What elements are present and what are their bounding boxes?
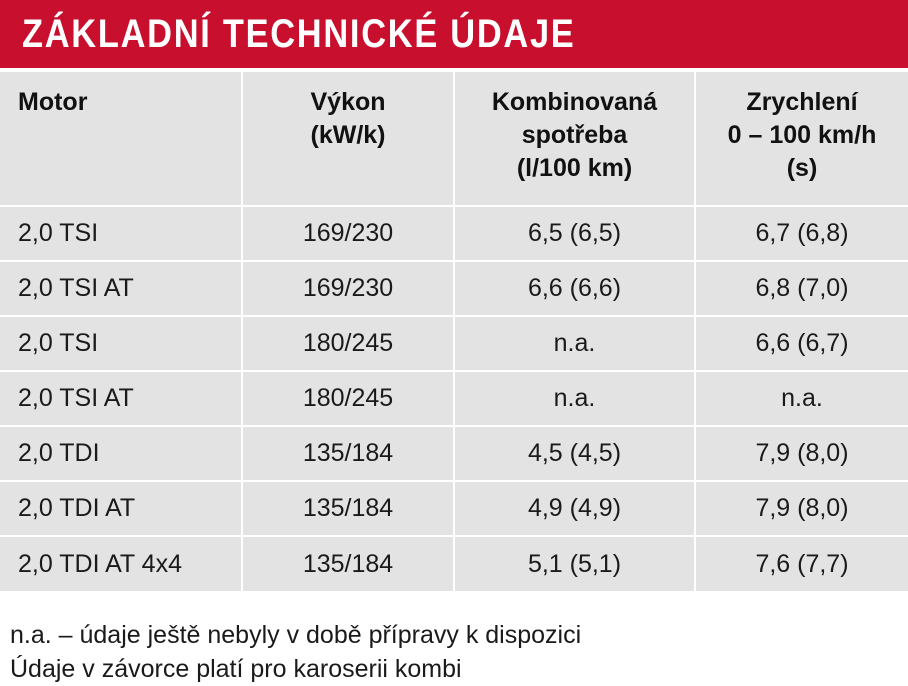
header-consumption: Kombinovaná spotřeba (l/100 km)	[454, 72, 696, 206]
title-bar: ZÁKLADNÍ TECHNICKÉ ÚDAJE	[0, 0, 908, 68]
cell-power: 135/184	[242, 425, 455, 481]
cell-consumption: 5,1 (5,1)	[454, 535, 696, 591]
cell-acceleration: 7,9 (8,0)	[695, 425, 908, 481]
cell-power: 169/230	[242, 205, 455, 261]
cell-power: 135/184	[242, 480, 455, 536]
cell-consumption: 6,6 (6,6)	[454, 260, 696, 316]
header-line: 0 – 100 km/h	[727, 121, 877, 149]
table-row: 2,0 TSI 180/245 n.a. 6,6 (6,7)	[0, 315, 908, 371]
cell-consumption: 4,5 (4,5)	[454, 425, 696, 481]
header-motor: Motor	[0, 72, 243, 206]
cell-acceleration: 7,9 (8,0)	[695, 480, 908, 536]
header-power: Výkon (kW/k)	[242, 72, 455, 206]
footnote-combi: Údaje v závorce platí pro karoserii komb…	[10, 655, 462, 683]
specs-table: Motor Výkon (kW/k) Kombinovaná spotřeba …	[0, 72, 908, 591]
cell-acceleration: 6,6 (6,7)	[695, 315, 908, 371]
cell-motor: 2,0 TDI AT	[0, 480, 243, 536]
table-row: 2,0 TDI AT 135/184 4,9 (4,9) 7,9 (8,0)	[0, 480, 908, 536]
table-row: 2,0 TDI 135/184 4,5 (4,5) 7,9 (8,0)	[0, 425, 908, 481]
cell-acceleration: 6,7 (6,8)	[695, 205, 908, 261]
header-acceleration: Zrychlení 0 – 100 km/h (s)	[695, 72, 908, 206]
table-header-row: Motor Výkon (kW/k) Kombinovaná spotřeba …	[0, 72, 908, 206]
footnotes: n.a. – údaje ještě nebyly v době příprav…	[10, 618, 900, 686]
cell-consumption: n.a.	[454, 315, 696, 371]
table-row: 2,0 TSI AT 169/230 6,6 (6,6) 6,8 (7,0)	[0, 260, 908, 316]
cell-power: 180/245	[242, 315, 455, 371]
cell-acceleration: n.a.	[695, 370, 908, 426]
cell-motor: 2,0 TSI AT	[0, 260, 243, 316]
header-line: (l/100 km)	[516, 154, 633, 182]
table-row: 2,0 TSI 169/230 6,5 (6,5) 6,7 (6,8)	[0, 205, 908, 261]
header-line: Výkon	[310, 88, 386, 116]
cell-power: 180/245	[242, 370, 455, 426]
table-row: 2,0 TSI AT 180/245 n.a. n.a.	[0, 370, 908, 426]
header-line: (s)	[786, 154, 818, 182]
cell-motor: 2,0 TSI	[0, 315, 243, 371]
cell-consumption: 6,5 (6,5)	[454, 205, 696, 261]
header-line: Zrychlení	[746, 88, 858, 116]
header-line: (kW/k)	[310, 121, 386, 149]
header-line: spotřeba	[521, 121, 628, 149]
header-line: Motor	[18, 88, 88, 116]
cell-consumption: 4,9 (4,9)	[454, 480, 696, 536]
cell-consumption: n.a.	[454, 370, 696, 426]
footnote-na: n.a. – údaje ještě nebyly v době příprav…	[10, 621, 582, 649]
cell-acceleration: 6,8 (7,0)	[695, 260, 908, 316]
cell-acceleration: 7,6 (7,7)	[695, 535, 908, 591]
cell-power: 135/184	[242, 535, 455, 591]
table-row: 2,0 TDI AT 4x4 135/184 5,1 (5,1) 7,6 (7,…	[0, 535, 908, 591]
cell-motor: 2,0 TSI	[0, 205, 243, 261]
header-line: Kombinovaná	[491, 88, 658, 116]
cell-motor: 2,0 TDI AT 4x4	[0, 535, 243, 591]
cell-power: 169/230	[242, 260, 455, 316]
page-title: ZÁKLADNÍ TECHNICKÉ ÚDAJE	[22, 12, 576, 56]
cell-motor: 2,0 TDI	[0, 425, 243, 481]
cell-motor: 2,0 TSI AT	[0, 370, 243, 426]
